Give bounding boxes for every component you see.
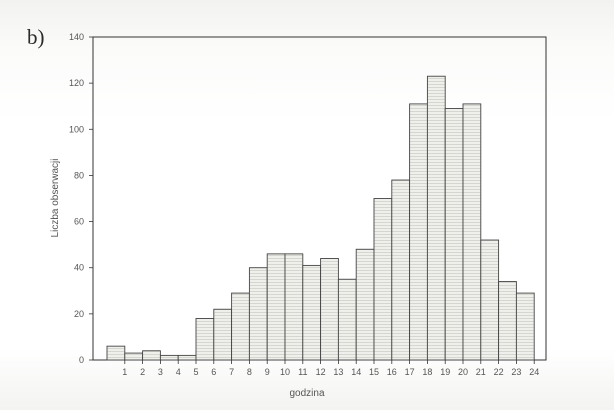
x-tick-label: 11 xyxy=(298,367,307,377)
panel-label: b) xyxy=(27,25,45,49)
x-tick-label: 4 xyxy=(176,367,181,377)
bar-15 xyxy=(373,198,393,361)
y-tick-label: 140 xyxy=(69,32,84,42)
y-axis: 0 20 40 60 80 100 120 140 xyxy=(69,32,93,365)
bar-18 xyxy=(426,75,446,361)
x-tick-label: 10 xyxy=(280,367,290,377)
bar-9 xyxy=(266,253,286,361)
bar-14 xyxy=(355,248,375,361)
x-tick-label: 12 xyxy=(316,367,326,377)
x-tick-label: 15 xyxy=(369,367,379,377)
x-tick-label: 9 xyxy=(265,367,270,377)
bar-12 xyxy=(320,258,339,361)
x-tick-label: 16 xyxy=(387,367,397,377)
x-tick-label: 17 xyxy=(405,367,415,377)
bar-7 xyxy=(231,292,250,361)
y-tick-label: 80 xyxy=(74,170,84,180)
x-tick-label: 19 xyxy=(440,367,450,377)
x-tick-label: 1 xyxy=(122,367,127,377)
bar-10 xyxy=(284,253,304,361)
x-tick-label: 7 xyxy=(229,367,234,377)
x-tick-label: 2 xyxy=(140,367,145,377)
bar-22 xyxy=(498,281,517,361)
x-tick-label: 22 xyxy=(494,367,504,377)
bar-20 xyxy=(462,103,482,361)
bar-5 xyxy=(195,318,215,361)
x-tick-label: 18 xyxy=(422,367,432,377)
bar-3 xyxy=(159,354,179,361)
y-tick-label: 40 xyxy=(74,263,84,273)
bar-17 xyxy=(409,103,428,361)
bar-21 xyxy=(480,239,500,361)
y-tick-label: 120 xyxy=(69,78,84,88)
x-tick-label: 23 xyxy=(511,367,521,377)
bar-blank xyxy=(106,345,126,361)
x-tick-label: 20 xyxy=(458,367,468,377)
y-tick-label: 20 xyxy=(74,309,84,319)
x-tick-label: 24 xyxy=(529,367,539,377)
x-tick-label: 8 xyxy=(247,367,252,377)
bar-6 xyxy=(213,308,233,361)
x-axis-title: godzina xyxy=(289,388,324,399)
y-tick-label: 100 xyxy=(69,124,84,134)
y-tick-label: 60 xyxy=(74,217,84,227)
bar-23 xyxy=(515,292,535,361)
bar-11 xyxy=(302,264,322,361)
x-tick-label: 21 xyxy=(476,367,486,377)
x-tick-label: 6 xyxy=(211,367,216,377)
bars-layer xyxy=(106,75,535,361)
bar-1 xyxy=(124,352,144,361)
x-axis: 1 2 3 4 5 6 7 8 9 10 11 12 13 14 15 16 17 18 19 20 21 22 23 24 xyxy=(122,360,539,377)
bar-19 xyxy=(444,108,464,361)
x-tick-label: 3 xyxy=(158,367,163,377)
bar-4 xyxy=(177,354,197,361)
bar-16 xyxy=(391,179,411,361)
x-tick-label: 13 xyxy=(333,367,343,377)
y-tick-label: 0 xyxy=(79,355,84,365)
y-axis-title: Liczba obserwacji xyxy=(50,159,61,238)
x-tick-label: 5 xyxy=(193,367,198,377)
bar-13 xyxy=(337,278,357,361)
bar-2 xyxy=(142,350,161,361)
bar-8 xyxy=(248,267,268,361)
x-tick-label: 14 xyxy=(351,367,361,377)
